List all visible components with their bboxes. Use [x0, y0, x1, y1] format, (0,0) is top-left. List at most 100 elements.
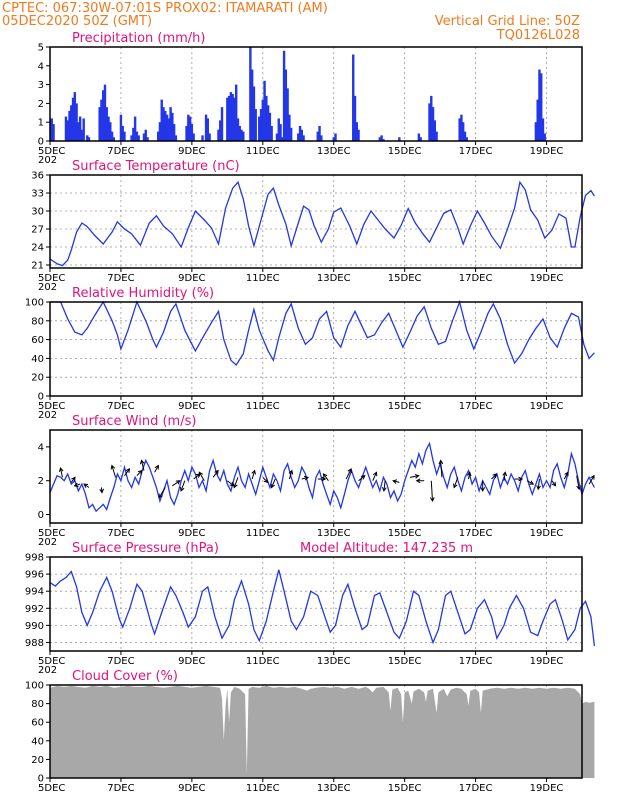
precip-bar — [201, 135, 204, 141]
precip-bar — [109, 122, 112, 141]
precip-bar — [318, 125, 321, 141]
wind-vector — [576, 475, 580, 490]
x-tick-label: 5DEC — [38, 656, 65, 667]
wind-vector-head — [321, 476, 327, 482]
precip-bar — [465, 137, 468, 141]
x-tick-label: 7DEC — [107, 656, 134, 667]
precip-bar — [461, 122, 465, 141]
wind-vector — [198, 472, 205, 481]
wind-series-line — [49, 441, 595, 513]
precip-bar — [277, 118, 280, 141]
x-tick-label: 5DEC — [38, 273, 65, 284]
wind-vector-head — [429, 497, 435, 503]
precip-bar — [398, 137, 401, 141]
precip-bar — [289, 127, 293, 141]
y-tick-label: 30 — [31, 207, 44, 218]
wind-vector-head — [529, 480, 535, 485]
wind-vector — [468, 472, 471, 480]
x-tick-label: 5DEC — [38, 401, 65, 412]
x-year-label: 202 — [38, 537, 57, 548]
precip-bar — [282, 50, 286, 142]
x-tick-label: 15DEC — [388, 273, 422, 284]
precip-bar — [103, 84, 107, 141]
precip-bar — [382, 139, 385, 141]
y-tick-label: 24 — [31, 243, 44, 254]
panel-frame — [49, 301, 583, 397]
y-tick-label: 20 — [31, 373, 44, 384]
wind-vector — [193, 473, 201, 480]
wind-vector — [271, 478, 276, 488]
y-tick-label: 100 — [25, 298, 44, 309]
wind-vector — [323, 473, 329, 482]
precip-bar — [107, 116, 110, 141]
precip-bar — [538, 69, 541, 141]
x-tick-label: 11DEC — [246, 401, 280, 412]
y-tick-label: 60 — [31, 335, 44, 346]
precip-bar — [352, 54, 355, 141]
precip-bar — [64, 116, 68, 141]
precip-bar — [380, 135, 383, 141]
wind-vector-head — [466, 471, 472, 477]
panels: 0 1 2 3 4 5 5DEC 7DEC 9DEC 11DEC 13DEC 15DEC 17DEC 19… — [25, 31, 596, 794]
precip-bar — [433, 120, 437, 141]
precip-bar — [226, 97, 229, 141]
y-tick-label: 992 — [25, 604, 44, 615]
y-tick-label: 2 — [38, 476, 44, 487]
rh-series-line — [50, 299, 595, 366]
precip-bar — [86, 135, 89, 141]
wind-vector — [409, 475, 419, 478]
precip-bar — [227, 95, 231, 141]
panel-frame — [49, 556, 583, 652]
panel-cloud: 0 20 40 60 80 100 5DEC 7DEC 9DEC 11DEC 13DEC 15DEC 1… — [25, 669, 595, 794]
precip-bar — [235, 84, 238, 141]
y-tick-label: 5 — [38, 43, 44, 54]
precip-bar — [258, 116, 261, 141]
wind-vector-head — [347, 467, 352, 473]
wind-vector — [158, 487, 166, 498]
wind-vector-head — [99, 488, 104, 494]
precip-bar — [431, 107, 435, 141]
y-tick-label: 27 — [31, 225, 44, 236]
x-tick-label: 11DEC — [246, 273, 280, 284]
wind-vector — [227, 480, 234, 487]
panel-frame — [49, 174, 583, 269]
y-tick-label: 60 — [31, 718, 44, 729]
precip-bar — [242, 131, 245, 141]
precip-bar — [300, 129, 304, 141]
x-tick-label: 9DEC — [178, 401, 205, 412]
wind-vector — [491, 473, 497, 480]
x-tick-label: 5DEC — [38, 528, 65, 539]
wind-vector — [141, 460, 145, 471]
wind-vector-head — [270, 483, 275, 489]
precip-bar — [52, 124, 55, 141]
precip-bar — [302, 135, 305, 141]
x-tick-label: 9DEC — [178, 146, 205, 157]
precip-bar — [102, 90, 105, 141]
precip-bar — [146, 137, 149, 141]
precip-bar — [87, 137, 91, 141]
wind-vector — [393, 480, 400, 483]
precip-bar — [297, 133, 300, 141]
precip-bar — [75, 103, 78, 141]
y-tick-label: 4 — [38, 442, 44, 453]
x-tick-label: 11DEC — [246, 783, 280, 794]
wind-vector — [111, 465, 117, 478]
x-tick-label: 17DEC — [459, 273, 493, 284]
precip-bar — [50, 118, 53, 141]
header-run-date: 05DEC2020 50Z (GMT) — [2, 14, 152, 29]
wind-vector-head — [304, 475, 310, 481]
precip-bar — [238, 125, 241, 141]
precip-bar — [430, 95, 433, 141]
wind-vector — [358, 475, 366, 482]
x-tick-label: 19DEC — [530, 401, 564, 412]
precip-bar — [169, 107, 172, 141]
y-tick-label: 80 — [31, 699, 44, 710]
precip-bar — [540, 73, 543, 141]
precip-bar — [254, 109, 257, 141]
panel-frame — [49, 429, 583, 524]
precip-bar — [355, 122, 358, 141]
x-tick-label: 7DEC — [107, 401, 134, 412]
precip-bar — [435, 131, 438, 141]
header: CPTEC: 067:30W-07:01S PROX02: ITAMARATI … — [2, 1, 580, 43]
wind-vector-head — [576, 485, 581, 491]
